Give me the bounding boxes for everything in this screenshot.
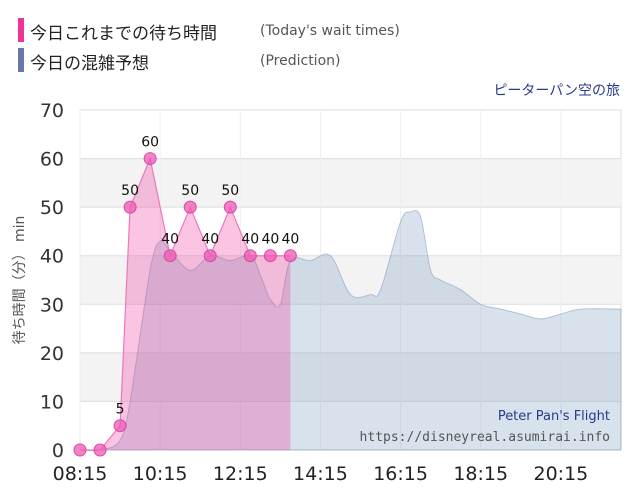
today-area: [80, 158, 291, 451]
today-point: [73, 443, 87, 457]
grid-band: [80, 352, 621, 402]
today-point: [113, 419, 127, 433]
data-label: 40: [201, 232, 219, 248]
today-point: [163, 249, 177, 263]
y-tick-label: 60: [40, 149, 64, 171]
legend-label-prediction: 今日の混雑予想: [30, 54, 149, 74]
x-tick-label: 12:15: [213, 463, 268, 485]
x-tick-label: 20:15: [534, 463, 589, 485]
today-point: [283, 249, 297, 263]
legend-label-today: 今日これまでの待ち時間: [30, 24, 217, 44]
y-tick-label: 20: [40, 343, 64, 365]
legend-swatch-today: [18, 18, 24, 42]
grid-band: [80, 255, 621, 305]
y-tick-label: 70: [40, 100, 64, 122]
today-point: [183, 200, 197, 214]
today-point: [123, 200, 137, 214]
today-point: [243, 249, 257, 263]
today-point: [223, 200, 237, 214]
today-point: [93, 443, 107, 457]
x-tick-label: 10:15: [133, 463, 188, 485]
y-tick-label: 40: [40, 246, 64, 268]
prediction-area: [79, 209, 622, 452]
grid-band: [80, 158, 621, 208]
data-label: 40: [261, 232, 279, 248]
attraction-title: ピーターパン空の旅: [493, 83, 620, 99]
y-tick-label: 50: [40, 197, 64, 219]
watermark-url: https://disneyreal.asumirai.info: [360, 430, 610, 445]
data-label: 50: [121, 183, 139, 199]
y-tick-label: 0: [52, 440, 64, 462]
data-label: 40: [281, 232, 299, 248]
x-tick-label: 18:15: [453, 463, 508, 485]
data-label: 50: [221, 183, 239, 199]
y-axis-title: 待ち時間（分） min: [12, 216, 28, 345]
x-tick-label: 16:15: [373, 463, 428, 485]
data-label: 60: [141, 135, 159, 151]
y-tick-label: 30: [40, 294, 64, 316]
today-point: [143, 152, 157, 166]
data-label: 40: [241, 232, 259, 248]
x-tick-label: 08:15: [53, 463, 108, 485]
legend-note-prediction: (Prediction): [260, 53, 341, 69]
legend-swatch-prediction: [18, 48, 24, 72]
watermark-title: Peter Pan's Flight: [498, 409, 610, 424]
y-tick-label: 10: [40, 391, 64, 413]
legend-note-today: (Today's wait times): [260, 23, 400, 39]
data-label: 40: [161, 232, 179, 248]
today-point: [203, 249, 217, 263]
today-point: [263, 249, 277, 263]
data-label: 5: [116, 402, 125, 418]
data-label: 50: [181, 183, 199, 199]
x-tick-label: 14:15: [293, 463, 348, 485]
